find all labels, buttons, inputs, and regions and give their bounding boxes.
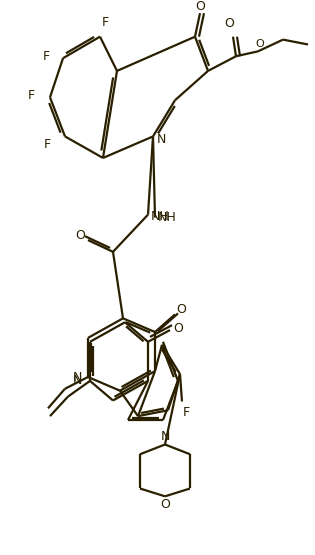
Text: O: O (224, 17, 234, 30)
Text: N: N (160, 430, 170, 443)
Text: F: F (43, 50, 49, 63)
Text: O: O (256, 38, 264, 48)
Text: N: N (156, 133, 166, 146)
Text: O: O (176, 303, 186, 316)
Text: F: F (27, 89, 35, 102)
Text: F: F (43, 138, 51, 151)
Text: O: O (195, 0, 205, 13)
Text: O: O (160, 498, 170, 511)
Text: O: O (75, 229, 85, 242)
Text: N: N (73, 371, 82, 384)
Text: N: N (73, 375, 82, 387)
Text: O: O (173, 321, 183, 335)
Text: F: F (101, 17, 109, 29)
Text: F: F (182, 406, 190, 418)
Text: NH: NH (158, 211, 176, 224)
Text: NH: NH (151, 210, 169, 223)
